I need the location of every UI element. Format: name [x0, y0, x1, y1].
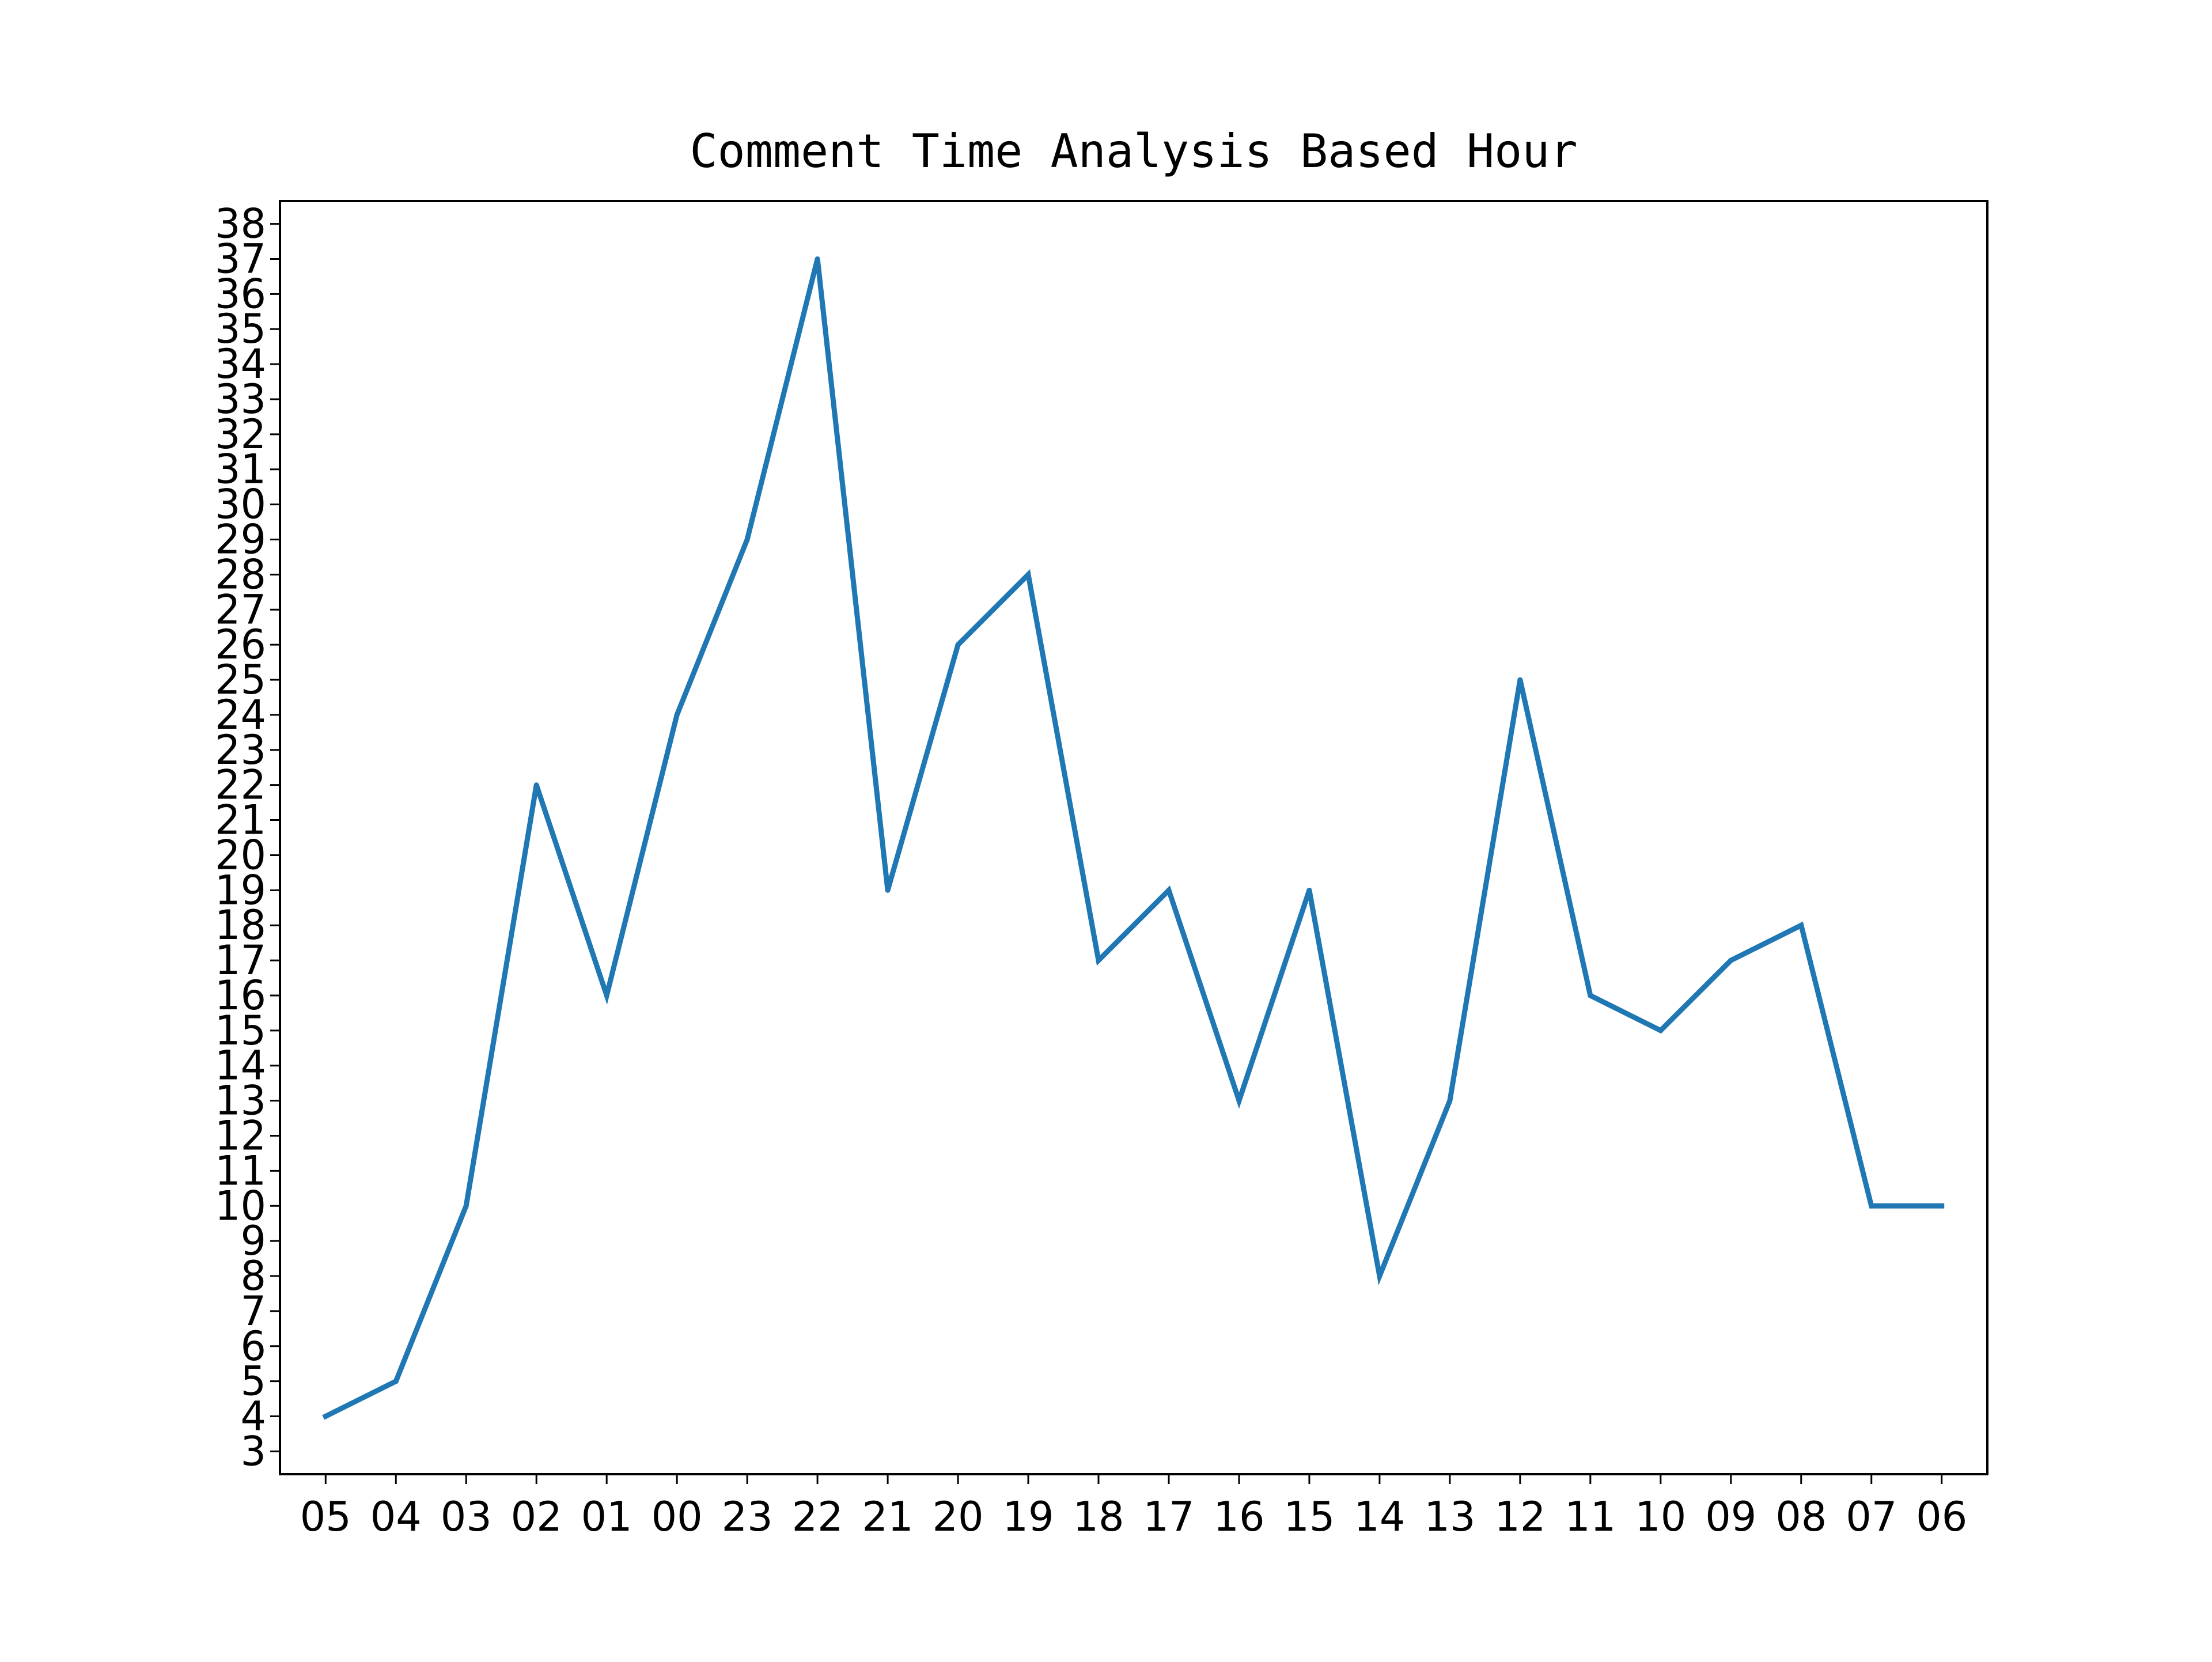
y-tick-label: 5 — [240, 1358, 266, 1405]
data-point — [604, 993, 609, 998]
chart-title: Comment Time Analysis Based Hour — [690, 124, 1577, 178]
y-tick-label: 37 — [215, 235, 266, 282]
y-tick-label: 30 — [215, 481, 266, 528]
y-tick-label: 32 — [215, 411, 266, 458]
x-tick-label: 05 — [300, 1493, 351, 1540]
data-point — [744, 537, 750, 543]
x-tick-label: 13 — [1424, 1493, 1475, 1540]
data-point — [1025, 571, 1031, 577]
x-tick-label: 16 — [1213, 1493, 1264, 1540]
y-tick-label: 36 — [215, 270, 266, 317]
y-tick-label: 21 — [215, 797, 266, 844]
x-tick-label: 09 — [1705, 1493, 1756, 1540]
data-point — [815, 256, 820, 262]
x-tick-label: 08 — [1775, 1493, 1827, 1540]
x-tick-label: 18 — [1073, 1493, 1124, 1540]
data-point — [1517, 677, 1523, 683]
y-tick-label: 11 — [215, 1147, 266, 1194]
x-tick-label: 06 — [1916, 1493, 1967, 1540]
y-tick-label: 14 — [215, 1042, 266, 1089]
x-tick-label: 00 — [652, 1493, 703, 1540]
y-tick-label: 31 — [215, 446, 266, 493]
data-point — [1728, 957, 1734, 963]
y-tick-label: 19 — [215, 866, 266, 914]
y-tick-label: 8 — [240, 1252, 266, 1300]
x-tick-label: 02 — [511, 1493, 562, 1540]
x-tick-label: 04 — [370, 1493, 422, 1540]
data-point — [1869, 1203, 1874, 1209]
y-tick-label: 9 — [240, 1217, 266, 1265]
y-tick-label: 3 — [240, 1428, 266, 1475]
y-axis: 3456789101112131415161718192021222324252… — [215, 200, 280, 1475]
x-tick-label: 20 — [933, 1493, 984, 1540]
data-point — [1306, 887, 1312, 893]
y-tick-label: 25 — [215, 656, 266, 703]
x-tick-label: 23 — [722, 1493, 773, 1540]
data-point — [1377, 1273, 1382, 1279]
y-tick-label: 23 — [215, 726, 266, 774]
y-tick-label: 33 — [215, 376, 266, 423]
data-point — [674, 712, 680, 718]
x-tick-label: 10 — [1635, 1493, 1686, 1540]
data-point — [533, 782, 539, 788]
x-tick-label: 14 — [1354, 1493, 1405, 1540]
axes-frame — [279, 200, 1988, 1475]
data-point — [1588, 993, 1593, 998]
y-tick-label: 15 — [215, 1007, 266, 1054]
data-point — [1096, 957, 1101, 963]
data-point — [1447, 1098, 1453, 1104]
y-tick-label: 35 — [215, 305, 266, 353]
y-tick-label: 12 — [215, 1112, 266, 1159]
y-tick-label: 38 — [215, 200, 266, 248]
x-tick-label: 21 — [862, 1493, 914, 1540]
data-point — [885, 887, 891, 893]
y-tick-label: 22 — [215, 762, 266, 809]
y-tick-label: 28 — [215, 551, 266, 598]
x-tick-label: 22 — [792, 1493, 843, 1540]
y-tick-label: 6 — [240, 1323, 266, 1370]
y-tick-label: 27 — [215, 586, 266, 633]
data-point — [1658, 1028, 1664, 1033]
y-tick-label: 18 — [215, 902, 266, 949]
y-tick-label: 26 — [215, 621, 266, 668]
x-tick-label: 03 — [441, 1493, 492, 1540]
y-tick-label: 4 — [240, 1393, 266, 1440]
data-point — [955, 642, 961, 648]
data-point — [1939, 1203, 1945, 1209]
y-tick-label: 20 — [215, 831, 266, 879]
y-tick-label: 7 — [240, 1288, 266, 1335]
y-tick-label: 24 — [215, 691, 266, 739]
y-tick-label: 16 — [215, 972, 266, 1019]
y-tick-label: 29 — [215, 516, 266, 563]
y-tick-label: 17 — [215, 937, 266, 984]
data-point — [1798, 922, 1804, 928]
y-tick-label: 34 — [215, 340, 266, 388]
data-point — [1236, 1098, 1242, 1104]
series-line — [322, 258, 1945, 1420]
x-tick-label: 07 — [1846, 1493, 1897, 1540]
plot-area — [322, 256, 1945, 1420]
data-point — [323, 1414, 328, 1419]
data-point — [463, 1203, 469, 1209]
x-axis: 05 04 03 02 01 00 23 22 21 20 19 18 17 16 15 14 13 12 11 10… — [300, 1474, 1967, 1540]
y-tick-label: 10 — [215, 1182, 266, 1229]
x-tick-label: 15 — [1283, 1493, 1335, 1540]
x-tick-label: 01 — [581, 1493, 632, 1540]
x-tick-label: 11 — [1565, 1493, 1616, 1540]
data-point — [1166, 887, 1172, 893]
x-tick-label: 17 — [1143, 1493, 1194, 1540]
x-tick-label: 19 — [1002, 1493, 1054, 1540]
data-point — [393, 1379, 399, 1384]
y-tick-label: 13 — [215, 1077, 266, 1125]
x-tick-label: 12 — [1494, 1493, 1546, 1540]
